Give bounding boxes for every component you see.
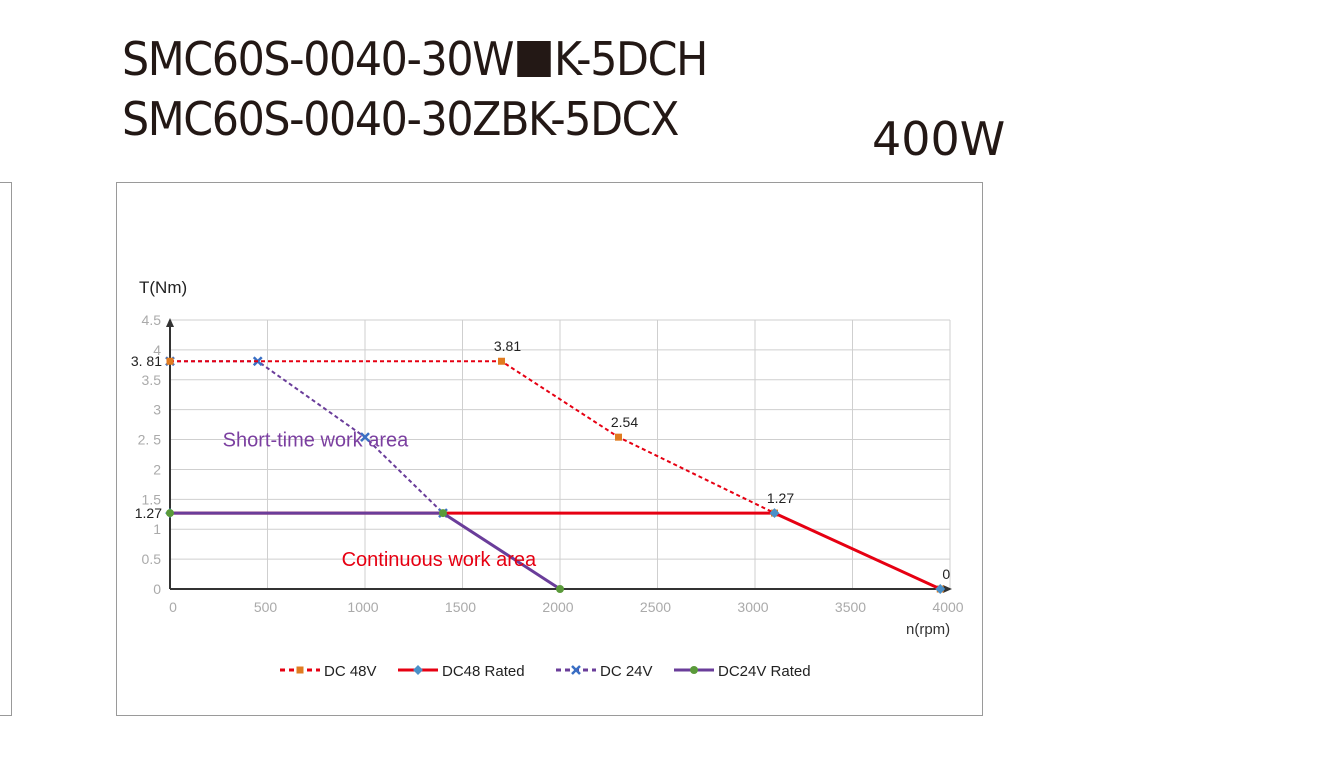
data-label: 0 <box>942 566 950 582</box>
x-tick-label: 3500 <box>835 599 866 615</box>
data-point <box>615 433 622 441</box>
x-tick-label: 500 <box>254 599 278 615</box>
y-value-label: 3. 81 <box>131 353 162 369</box>
y-tick-label: 1 <box>153 521 161 537</box>
legend-label: DC24V Rated <box>718 663 811 680</box>
title-suffix: K-5DCH <box>554 32 708 86</box>
adjacent-chart-frame <box>0 182 12 716</box>
y-tick-label: 0 <box>153 581 161 597</box>
y-axis-label: T(Nm) <box>139 278 187 297</box>
data-label: 2.54 <box>611 414 638 430</box>
legend-label: DC48 Rated <box>442 663 525 680</box>
data-point <box>166 509 174 518</box>
data-label: 1.27 <box>767 490 794 506</box>
model-title-line1: SMC60S-0040-30W K-5DCH <box>122 32 708 86</box>
data-point <box>498 357 505 365</box>
legend-marker <box>571 665 581 675</box>
chart-frame <box>116 182 983 716</box>
y-value-label: 1.27 <box>135 505 162 521</box>
y-tick-label: 2 <box>153 461 161 477</box>
y-tick-label: 1.5 <box>142 491 162 507</box>
x-tick-label: 2500 <box>640 599 671 615</box>
legend-marker <box>413 665 423 675</box>
placeholder-square <box>516 41 551 77</box>
region-annotation: Short-time work area <box>223 430 409 452</box>
legend-label: DC 48V <box>324 663 377 680</box>
data-point <box>935 584 946 594</box>
data-label: 3.81 <box>494 338 521 354</box>
legend-marker <box>690 666 698 674</box>
data-point <box>360 432 370 443</box>
x-tick-label: 0 <box>169 599 177 615</box>
series-line-1 <box>170 511 941 591</box>
series-line-0 <box>170 360 941 590</box>
data-point <box>556 585 564 593</box>
y-axis-arrow <box>166 318 174 327</box>
y-tick-label: 2. 5 <box>138 432 162 448</box>
y-tick-label: 0.5 <box>142 551 162 567</box>
legend-marker <box>296 666 304 674</box>
region-annotation: Continuous work area <box>342 549 537 571</box>
legend-label: DC 24V <box>600 663 653 680</box>
x-tick-label: 2000 <box>542 599 573 615</box>
data-point <box>769 508 780 519</box>
data-point <box>439 509 447 518</box>
x-tick-label: 1000 <box>347 599 378 615</box>
x-tick-label: 3000 <box>737 599 768 615</box>
x-axis-label: n(rpm) <box>906 621 950 638</box>
x-tick-label: 1500 <box>445 599 476 615</box>
title-prefix: SMC60S-0040-30W <box>122 32 514 86</box>
y-tick-label: 4 <box>153 342 161 358</box>
y-tick-label: 3.5 <box>142 372 162 388</box>
x-axis-arrow <box>943 585 952 593</box>
y-tick-label: 4.5 <box>142 312 162 328</box>
model-title-line2: SMC60S-0040-30ZBK-5DCX <box>122 92 679 146</box>
power-rating: 400W <box>872 112 1006 166</box>
y-tick-label: 3 <box>153 402 161 418</box>
data-point <box>166 357 174 365</box>
x-tick-label: 4000 <box>932 599 963 615</box>
